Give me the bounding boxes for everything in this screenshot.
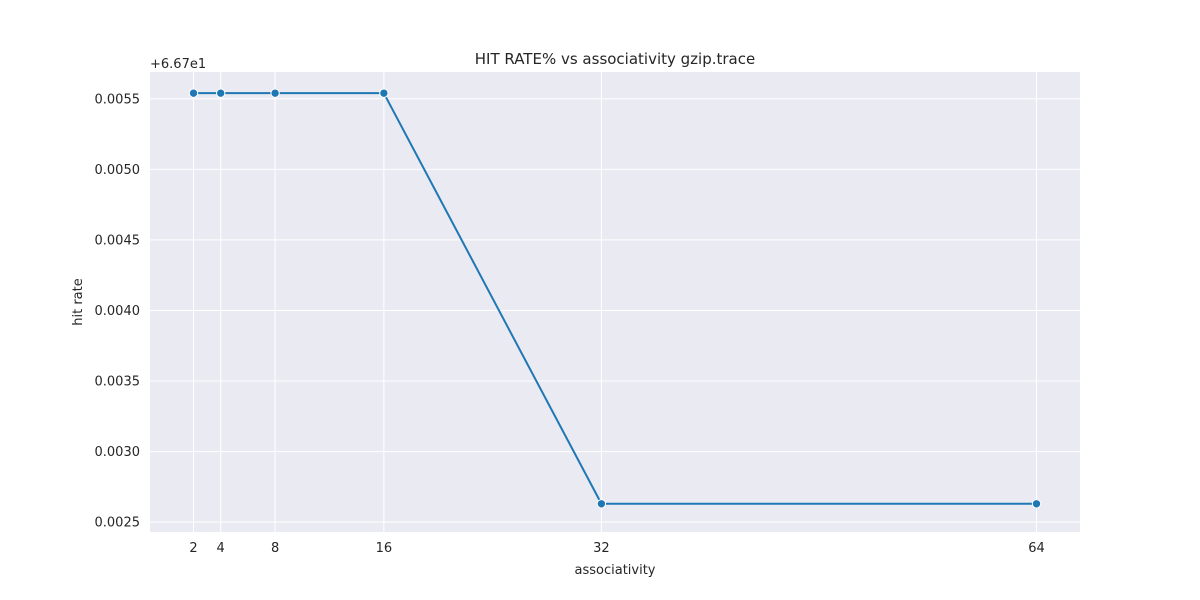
y-tick-label: 0.0055	[95, 92, 141, 107]
y-axis-label: hit rate	[71, 278, 86, 326]
data-point	[1031, 499, 1042, 509]
x-axis-label: associativity	[575, 563, 656, 578]
x-tick-label: 2	[189, 541, 197, 556]
chart-title: HIT RATE% vs associativity gzip.trace	[475, 50, 755, 68]
grid	[150, 72, 1080, 532]
data-point	[379, 88, 389, 98]
y-offset-label: +6.67e1	[150, 57, 206, 72]
series-layer	[188, 88, 1042, 509]
plot-area	[150, 72, 1080, 532]
x-tick-label: 32	[593, 541, 610, 556]
ticks: 2 4 8 16 32 64 0.0025 0.0030 0.0035 0.0040 0.0045 0…	[95, 92, 1045, 556]
y-tick-label: 0.0040	[95, 304, 141, 319]
y-tick-label: 0.0025	[95, 516, 141, 531]
x-tick-label: 8	[271, 541, 279, 556]
data-point	[596, 499, 607, 509]
y-tick-label: 0.0045	[95, 233, 141, 248]
x-tick-label: 16	[376, 541, 393, 556]
data-point	[188, 88, 199, 98]
data-point	[270, 88, 280, 98]
y-tick-label: 0.0035	[95, 375, 141, 390]
y-tick-label: 0.0030	[95, 445, 141, 460]
data-point	[216, 88, 226, 98]
x-tick-label: 4	[217, 541, 225, 556]
x-tick-label: 64	[1028, 541, 1045, 556]
y-tick-label: 0.0050	[95, 163, 141, 178]
